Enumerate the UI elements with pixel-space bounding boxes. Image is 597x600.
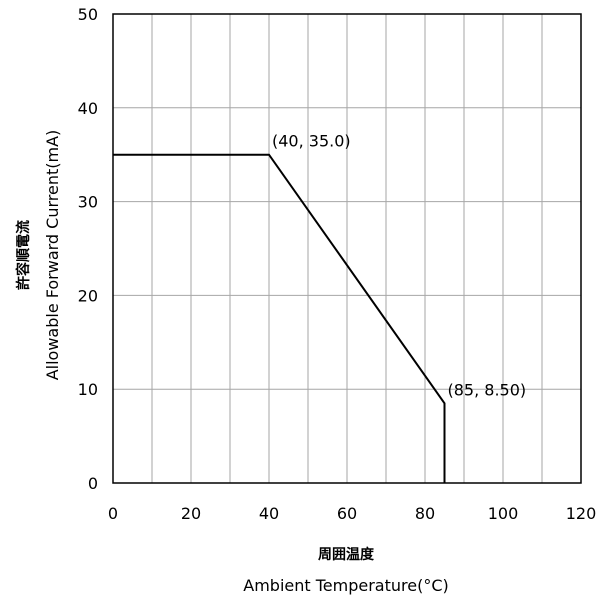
y-axis-title-jp: 許容順電流 xyxy=(15,220,32,290)
y-tick-label: 40 xyxy=(78,99,98,118)
y-tick-label: 50 xyxy=(78,5,98,24)
x-tick-label: 120 xyxy=(566,504,597,523)
x-tick-labels: 0 20 40 60 80 100 120 xyxy=(108,504,596,523)
x-tick-label: 40 xyxy=(259,504,279,523)
x-tick-label: 80 xyxy=(415,504,435,523)
y-tick-label: 30 xyxy=(78,193,98,212)
y-tick-label: 10 xyxy=(78,380,98,399)
x-axis-title-jp: 周囲温度 xyxy=(318,546,375,563)
x-tick-label: 100 xyxy=(488,504,519,523)
point-annotation: (40, 35.0) xyxy=(272,132,351,151)
grid xyxy=(113,14,581,483)
plot-frame xyxy=(112,13,582,484)
y-tick-label: 0 xyxy=(88,474,98,493)
annotations: (40, 35.0) (85, 8.50) xyxy=(272,132,526,400)
series-line xyxy=(113,153,446,483)
point-annotation: (85, 8.50) xyxy=(448,380,527,399)
x-axis-title: Ambient Temperature(°C) xyxy=(243,576,448,595)
x-tick-label: 0 xyxy=(108,504,118,523)
x-tick-label: 20 xyxy=(181,504,201,523)
y-tick-labels: 0 10 20 30 40 50 xyxy=(78,5,98,493)
series-layer xyxy=(113,153,446,483)
x-tick-label: 60 xyxy=(337,504,357,523)
y-tick-label: 20 xyxy=(78,286,98,305)
y-axis-title: Allowable Forward Current(mA) xyxy=(43,130,62,381)
